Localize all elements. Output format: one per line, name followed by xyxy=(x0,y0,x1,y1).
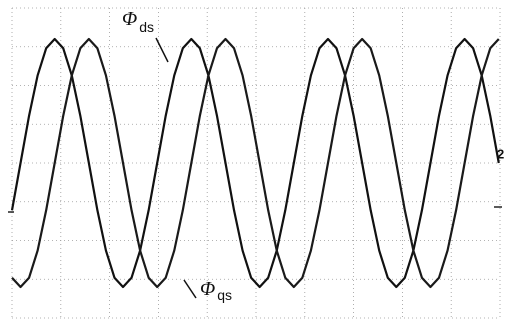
leader-line xyxy=(184,280,196,298)
waveform xyxy=(12,39,499,287)
leader-line xyxy=(156,38,168,62)
chart: Φds Φqs 2 xyxy=(0,0,509,332)
waveform xyxy=(12,39,499,287)
